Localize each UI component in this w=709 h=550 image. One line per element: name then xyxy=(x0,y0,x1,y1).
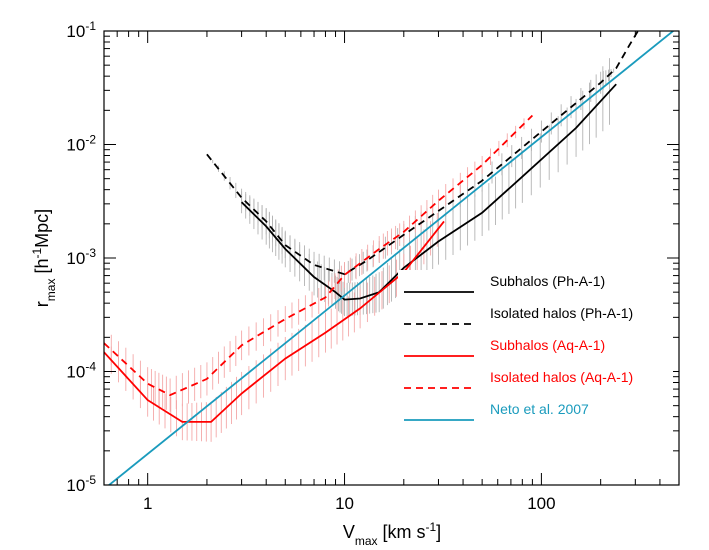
isolated-halos-aq-a-1-line xyxy=(104,114,534,397)
y-tick-label: 10-3 xyxy=(66,246,96,268)
subhalos-ph-a-1-legend-label: Subhalos (Ph-A-1) xyxy=(490,273,605,289)
subhalos-ph-a-1-line xyxy=(240,83,617,301)
subhalos-aq-a-1-line xyxy=(104,220,445,423)
x-title-sub: max xyxy=(355,534,378,548)
isolated-halos-ph-a-1-legend-label: Isolated halos (Ph-A-1) xyxy=(490,305,633,321)
y-tick-label: 10-4 xyxy=(66,360,96,382)
x-title-sup: -1 xyxy=(426,520,437,534)
x-tick-label: 100 xyxy=(527,494,555,513)
x-title-main: V xyxy=(343,522,355,542)
axis-ticks xyxy=(103,30,680,486)
x-tick-label: 10 xyxy=(335,494,354,513)
series-lines xyxy=(104,31,675,485)
y-title-close: Mpc] xyxy=(32,209,52,248)
neto-et-al-2007-legend-label: Neto et al. 2007 xyxy=(490,401,589,417)
y-title-rest: [h xyxy=(32,259,52,279)
x-tick-label: 1 xyxy=(143,494,152,513)
y-tick-label: 10-5 xyxy=(66,473,96,495)
y-title-sup: -1 xyxy=(30,248,44,259)
y-title-sub: max xyxy=(44,279,58,302)
y-tick-label: 10-2 xyxy=(66,133,96,155)
neto-et-al-2007-line xyxy=(107,31,675,485)
x-title-close: ] xyxy=(436,522,441,542)
isolated-halos-aq-a-1-legend-label: Isolated halos (Aq-A-1) xyxy=(490,369,633,385)
x-axis-title: Vmax [km s-1] xyxy=(343,520,441,548)
y-tick-label: 10-1 xyxy=(66,19,96,41)
isolated-halos-ph-a-1-line xyxy=(206,31,640,276)
legend-background xyxy=(398,270,673,430)
tick-labels: 1 10 100 10-5 10-4 10-3 10-2 10-1 xyxy=(66,19,555,513)
y-axis-title: rmax [h-1Mpc] xyxy=(30,209,58,307)
legend: Subhalos (Ph-A-1) Isolated halos (Ph-A-1)… xyxy=(398,270,673,430)
x-title-rest: [km s xyxy=(378,522,426,542)
subhalos-aq-a-1-legend-label: Subhalos (Aq-A-1) xyxy=(490,337,605,353)
y-title-main: r xyxy=(32,301,52,307)
